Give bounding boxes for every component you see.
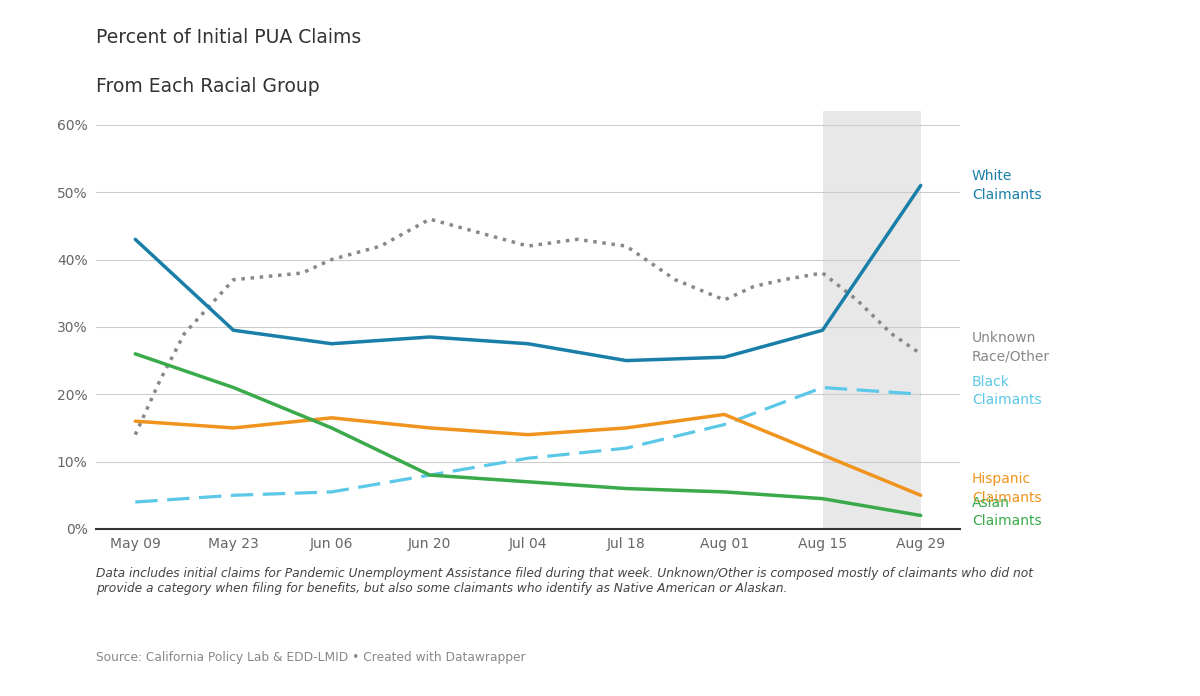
Text: Black
Claimants: Black Claimants (972, 374, 1042, 407)
Text: Source: California Policy Lab & EDD-LMID • Created with Datawrapper: Source: California Policy Lab & EDD-LMID… (96, 651, 526, 664)
Text: Data includes initial claims for Pandemic Unemployment Assistance filed during t: Data includes initial claims for Pandemi… (96, 567, 1033, 595)
Text: Hispanic
Claimants: Hispanic Claimants (972, 473, 1042, 505)
Text: Asian
Claimants: Asian Claimants (972, 496, 1042, 528)
Text: Percent of Initial PUA Claims: Percent of Initial PUA Claims (96, 28, 361, 47)
Text: White
Claimants: White Claimants (972, 169, 1042, 202)
Text: From Each Racial Group: From Each Racial Group (96, 77, 319, 95)
Text: Unknown
Race/Other: Unknown Race/Other (972, 331, 1050, 363)
Bar (822, 111, 920, 529)
